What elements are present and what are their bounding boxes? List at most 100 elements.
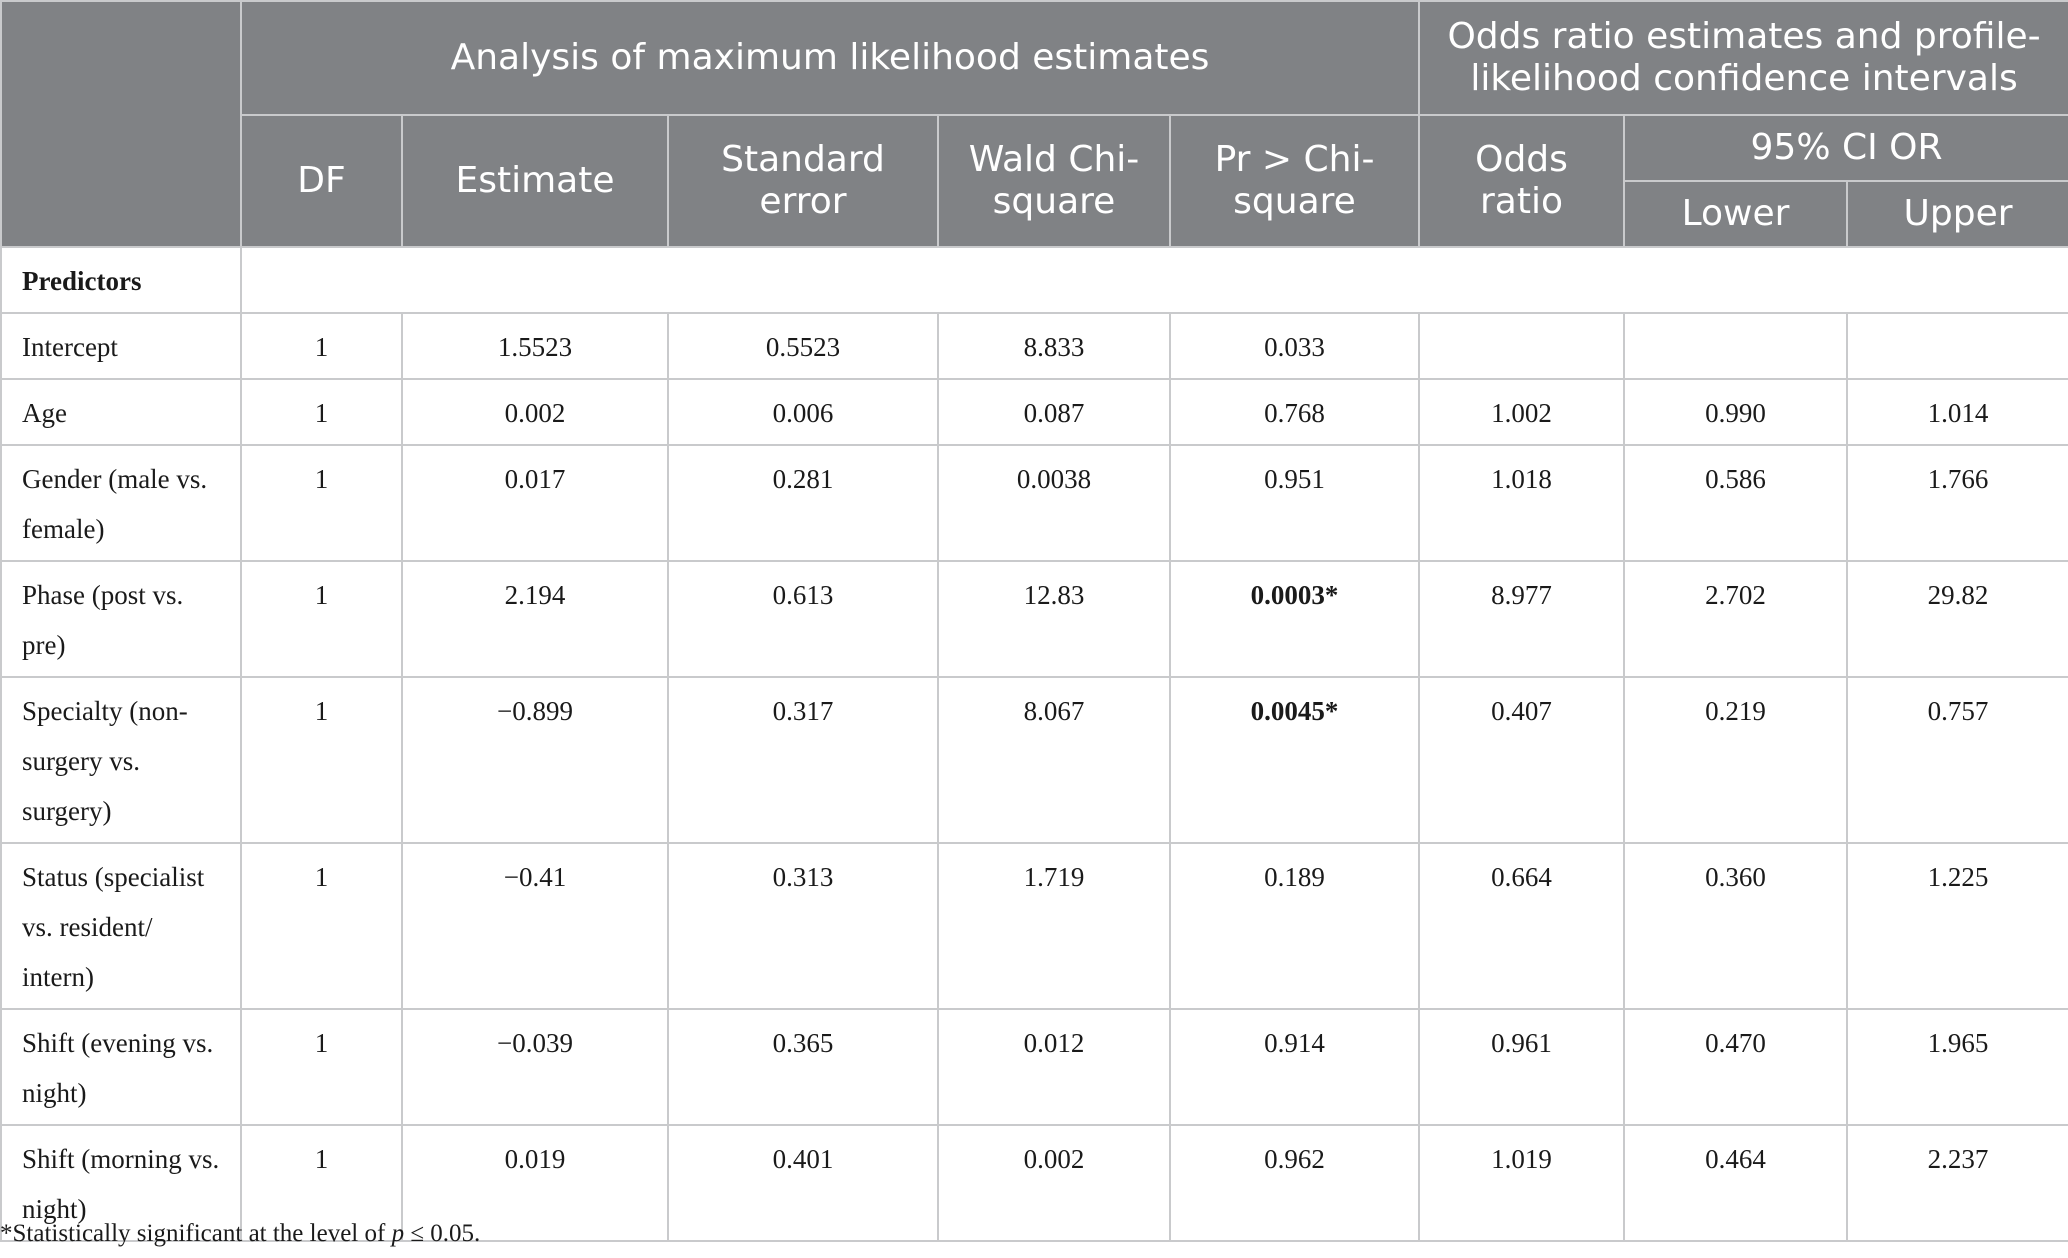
header-corner-cell	[0, 0, 242, 248]
predictor-cell: Specialty (non-surgery vs. surgery)	[0, 676, 242, 844]
table-row: Age 1 0.002 0.006 0.087 0.768 1.002 0.990 1.014	[0, 378, 2068, 446]
predictors-empty-cell	[239, 246, 2068, 314]
predictor-cell: Age	[0, 378, 242, 446]
lower-cell: 0.990	[1623, 378, 1849, 446]
df-cell: 1	[240, 842, 403, 1010]
df-cell: 1	[240, 676, 403, 844]
odds-ratio-cell: 1.002	[1418, 378, 1626, 446]
wald-cell: 0.087	[937, 378, 1171, 446]
lower-cell: 2.702	[1623, 560, 1849, 678]
table-row: Shift (morning vs. night) 1 0.019 0.401 0.00…	[0, 1124, 2068, 1242]
estimate-cell: 0.019	[401, 1124, 669, 1242]
pr-cell: 0.768	[1168, 378, 1421, 446]
table-header: Analysis of maximum likelihood estimates…	[0, 0, 2068, 248]
estimate-cell: 1.5523	[401, 312, 669, 380]
header-standard-error: Standard error	[667, 114, 939, 248]
header-ci: 95% CI OR	[1623, 114, 2068, 182]
estimate-cell: 0.017	[401, 444, 669, 562]
lower-cell: 0.360	[1623, 842, 1849, 1010]
estimate-cell: 2.194	[401, 560, 669, 678]
odds-ratio-cell: 8.977	[1418, 560, 1626, 678]
df-cell: 1	[240, 1124, 403, 1242]
pr-cell: 0.0003*	[1168, 560, 1421, 678]
df-cell: 1	[240, 1008, 403, 1126]
header-odds-ratio: Odds ratio	[1418, 114, 1626, 248]
df-cell: 1	[240, 560, 403, 678]
footnote-prefix: *Statistically significant at the level …	[0, 1220, 392, 1247]
upper-cell: 1.965	[1846, 1008, 2068, 1126]
table-footnote: *Statistically significant at the level …	[0, 1219, 480, 1249]
footnote-suffix: ≤ 0.05.	[404, 1220, 481, 1247]
header-group-mle: Analysis of maximum likelihood estimates	[239, 0, 1421, 116]
header-estimate: Estimate	[401, 114, 669, 248]
wald-cell: 8.067	[937, 676, 1171, 844]
pr-cell: 0.951	[1168, 444, 1421, 562]
wald-cell: 1.719	[937, 842, 1171, 1010]
odds-ratio-cell: 0.961	[1418, 1008, 1626, 1126]
table-row: Shift (evening vs. night) 1 −0.039 0.365 0.0…	[0, 1008, 2068, 1126]
pr-cell: 0.189	[1168, 842, 1421, 1010]
odds-ratio-cell: 1.018	[1418, 444, 1626, 562]
lower-cell: 0.586	[1623, 444, 1849, 562]
odds-ratio-cell	[1418, 312, 1626, 380]
standard-error-cell: 0.313	[667, 842, 939, 1010]
standard-error-cell: 0.613	[667, 560, 939, 678]
wald-cell: 0.002	[937, 1124, 1171, 1242]
upper-cell: 2.237	[1846, 1124, 2068, 1242]
footnote-p: p	[391, 1220, 405, 1247]
header-group-odds-ratio: Odds ratio estimates and profile-likelih…	[1418, 0, 2068, 116]
header-pr-chi-square: Pr > Chi-square	[1168, 114, 1421, 248]
predictor-cell: Intercept	[0, 312, 242, 380]
table-row: Status (specialist vs. resident/ intern)…	[0, 842, 2068, 1010]
predictor-cell: Phase (post vs. pre)	[0, 560, 242, 678]
odds-ratio-cell: 0.664	[1418, 842, 1626, 1010]
header-upper: Upper	[1846, 180, 2068, 248]
predictors-section-row: Predictors	[0, 246, 2068, 314]
upper-cell: 1.014	[1846, 378, 2068, 446]
predictor-cell: Shift (morning vs. night)	[0, 1124, 242, 1242]
standard-error-cell: 0.006	[667, 378, 939, 446]
df-cell: 1	[240, 312, 403, 380]
header-wald-chi-square: Wald Chi-square	[937, 114, 1171, 248]
estimate-cell: −0.41	[401, 842, 669, 1010]
pr-cell: 0.914	[1168, 1008, 1421, 1126]
lower-cell: 0.464	[1623, 1124, 1849, 1242]
header-df: DF	[240, 114, 403, 248]
table-row: Specialty (non-surgery vs. surgery) 1 −0.8…	[0, 676, 2068, 844]
wald-cell: 12.83	[937, 560, 1171, 678]
table-row: Intercept 1 1.5523 0.5523 8.833 0.033	[0, 312, 2068, 380]
standard-error-cell: 0.317	[667, 676, 939, 844]
standard-error-cell: 0.365	[667, 1008, 939, 1126]
pr-cell: 0.962	[1168, 1124, 1421, 1242]
header-lower: Lower	[1623, 180, 1849, 248]
predictors-label: Predictors	[0, 246, 242, 314]
standard-error-cell: 0.5523	[667, 312, 939, 380]
table-body: Predictors Intercept 1 1.5523 0.5523 8.833 0.…	[0, 246, 2068, 1242]
df-cell: 1	[240, 378, 403, 446]
lower-cell: 0.470	[1623, 1008, 1849, 1126]
odds-ratio-cell: 1.019	[1418, 1124, 1626, 1242]
lower-cell	[1623, 312, 1849, 380]
odds-ratio-cell: 0.407	[1418, 676, 1626, 844]
predictor-cell: Gender (male vs. female)	[0, 444, 242, 562]
standard-error-cell: 0.401	[667, 1124, 939, 1242]
estimate-cell: 0.002	[401, 378, 669, 446]
wald-cell: 0.012	[937, 1008, 1171, 1126]
estimate-cell: −0.899	[401, 676, 669, 844]
upper-cell	[1846, 312, 2068, 380]
upper-cell: 1.766	[1846, 444, 2068, 562]
table-row: Phase (post vs. pre) 1 2.194 0.613 12.83 0.00…	[0, 560, 2068, 678]
df-cell: 1	[240, 444, 403, 562]
standard-error-cell: 0.281	[667, 444, 939, 562]
wald-cell: 0.0038	[937, 444, 1171, 562]
pr-cell: 0.033	[1168, 312, 1421, 380]
lower-cell: 0.219	[1623, 676, 1849, 844]
wald-cell: 8.833	[937, 312, 1171, 380]
upper-cell: 29.82	[1846, 560, 2068, 678]
estimate-cell: −0.039	[401, 1008, 669, 1126]
upper-cell: 1.225	[1846, 842, 2068, 1010]
upper-cell: 0.757	[1846, 676, 2068, 844]
predictor-cell: Shift (evening vs. night)	[0, 1008, 242, 1126]
